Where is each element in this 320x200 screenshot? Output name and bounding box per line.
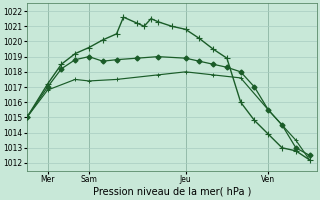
X-axis label: Pression niveau de la mer( hPa ): Pression niveau de la mer( hPa )	[92, 187, 251, 197]
